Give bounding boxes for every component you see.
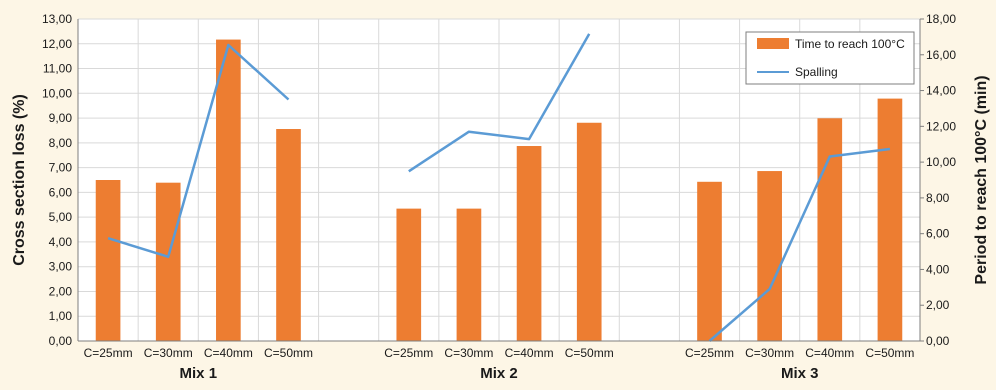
y2-tick-label: 16,00 (926, 48, 956, 62)
y-tick-label: 7,00 (49, 161, 73, 175)
legend-swatch-time (757, 38, 789, 49)
y-tick-label: 1,00 (49, 309, 73, 323)
line-segment-spalling (408, 33, 591, 173)
y2-axis-title: Period to reach 100°C (min) (973, 75, 990, 284)
bar (516, 146, 542, 341)
line-series (107, 33, 891, 342)
y2-tick-label: 10,00 (926, 155, 956, 169)
bar-series (95, 39, 903, 342)
legend: Time to reach 100°C Spalling (745, 31, 915, 85)
y-tick-label: 4,00 (49, 235, 73, 249)
group-label: Mix 1 (180, 365, 218, 382)
bar (456, 208, 482, 341)
legend-label-time: Time to reach 100°C (795, 37, 905, 51)
y2-tick-label: 2,00 (926, 298, 950, 312)
y-tick-label: 6,00 (49, 185, 73, 199)
line-segment-spalling (107, 43, 290, 259)
group-label: Mix 3 (781, 365, 819, 382)
bar (396, 208, 422, 341)
y2-tick-label: 4,00 (926, 262, 950, 276)
x-tick-label: C=50mm (565, 346, 614, 360)
x-tick-label: C=40mm (204, 346, 253, 360)
y2-tick-label: 8,00 (926, 191, 950, 205)
bar (817, 118, 843, 342)
y-tick-label: 12,00 (42, 37, 72, 51)
x-tick-label: C=40mm (505, 346, 554, 360)
bar (757, 171, 782, 341)
x-tick-label: C=30mm (745, 346, 794, 360)
y-tick-label: 11,00 (43, 62, 72, 76)
y-tick-label: 8,00 (49, 136, 73, 150)
group-label: Mix 2 (480, 365, 518, 382)
x-tick-label: C=25mm (685, 346, 734, 360)
bar (697, 181, 722, 341)
line-segment-spalling (708, 147, 891, 342)
bar (155, 182, 181, 341)
y2-tick-label: 0,00 (926, 334, 950, 348)
y-axis-title: Cross section loss (%) (11, 94, 28, 266)
y2-tick-label: 14,00 (926, 84, 956, 98)
y-tick-label: 3,00 (49, 260, 73, 274)
axes (77, 18, 924, 342)
y-tick-label: 13,00 (42, 12, 72, 26)
legend-label-spalling: Spalling (795, 65, 838, 79)
x-tick-label: C=30mm (144, 346, 193, 360)
bar (95, 180, 121, 341)
y-tick-label: 2,00 (49, 284, 73, 298)
y2-tick-label: 18,00 (926, 12, 956, 26)
y-tick-label: 5,00 (49, 210, 73, 224)
y2-tick-label: 6,00 (926, 227, 950, 241)
x-tick-label: C=40mm (805, 346, 854, 360)
bar (576, 122, 602, 341)
bar (216, 39, 241, 341)
x-tick-label: C=50mm (865, 346, 914, 360)
y-tick-label: 9,00 (49, 111, 73, 125)
x-tick-label: C=30mm (444, 346, 493, 360)
y-tick-label: 10,00 (42, 86, 72, 100)
x-tick-label: C=25mm (384, 346, 433, 360)
tick-labels: 0,00 1,00 2,00 3,00 4,00 5,00 6,00 7,00 8,00 9,00… (42, 12, 956, 382)
bar (877, 98, 903, 341)
x-tick-label: C=50mm (264, 346, 313, 360)
y-tick-label: 0,00 (49, 334, 73, 348)
bar (276, 129, 301, 341)
y2-tick-label: 12,00 (926, 119, 956, 133)
x-tick-label: C=25mm (84, 346, 133, 360)
